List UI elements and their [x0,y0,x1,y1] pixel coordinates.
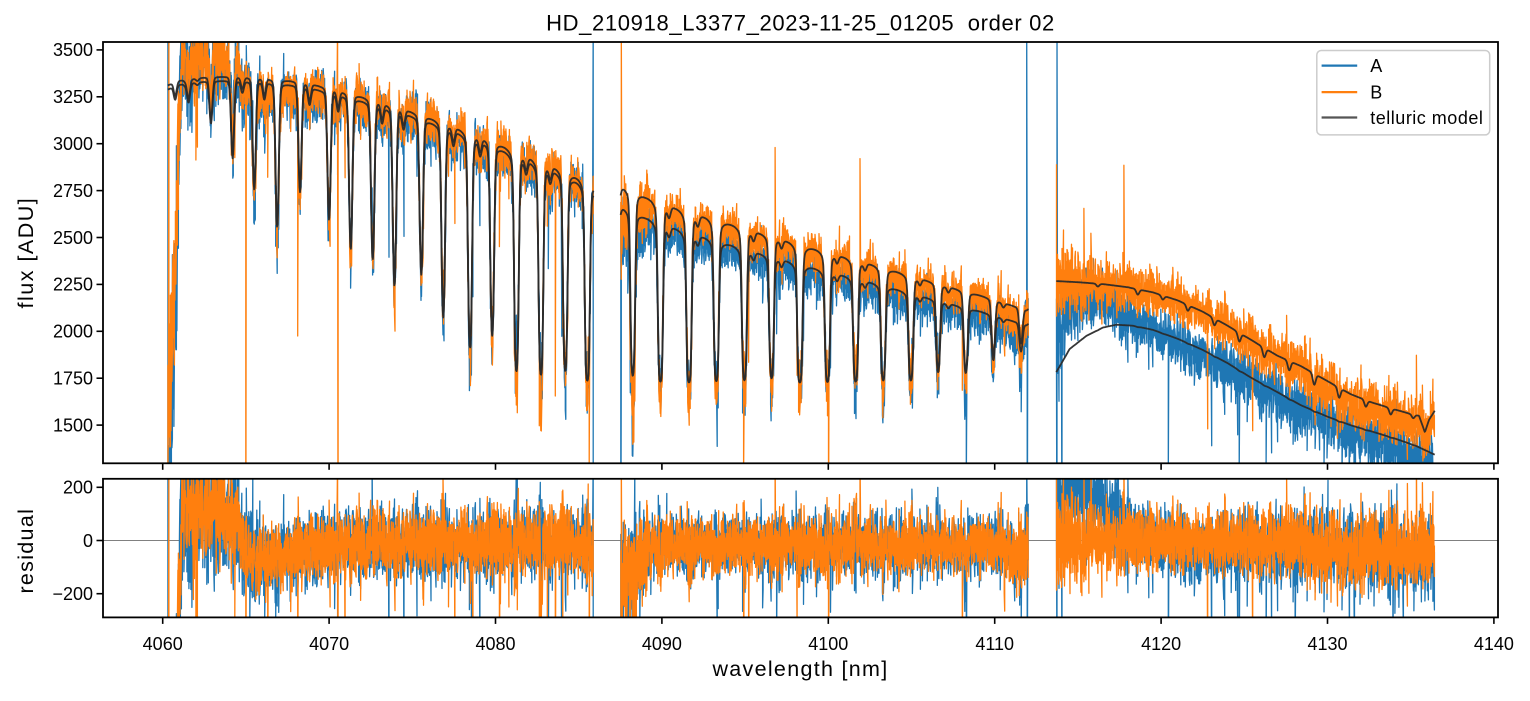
svg-text:2750: 2750 [53,181,93,201]
svg-text:4130: 4130 [1307,634,1347,654]
svg-text:200: 200 [63,478,93,498]
svg-text:0: 0 [83,531,93,551]
svg-text:4110: 4110 [975,634,1014,654]
svg-text:telluric model: telluric model [1370,108,1483,128]
svg-text:4080: 4080 [475,634,515,654]
svg-text:2250: 2250 [53,275,93,295]
svg-text:HD_210918_L3377_2023-11-25_012: HD_210918_L3377_2023-11-25_01205 order 0… [546,11,1055,36]
svg-text:3000: 3000 [53,134,93,154]
svg-text:−200: −200 [52,584,93,604]
svg-text:1750: 1750 [53,369,93,389]
svg-text:4060: 4060 [143,634,183,654]
svg-text:2000: 2000 [53,322,93,342]
svg-text:4070: 4070 [309,634,349,654]
svg-text:wavelength [nm]: wavelength [nm] [711,657,888,681]
svg-text:flux [ADU]: flux [ADU] [14,197,38,309]
svg-text:4140: 4140 [1474,634,1514,654]
svg-text:4120: 4120 [1141,634,1181,654]
svg-text:2500: 2500 [53,228,93,248]
svg-text:residual: residual [14,508,38,594]
svg-text:3500: 3500 [53,40,93,60]
svg-text:3250: 3250 [53,87,93,107]
svg-text:1500: 1500 [53,415,93,435]
svg-text:B: B [1370,83,1382,103]
svg-text:4090: 4090 [642,634,682,654]
svg-text:4100: 4100 [808,634,848,654]
svg-text:A: A [1370,56,1382,76]
